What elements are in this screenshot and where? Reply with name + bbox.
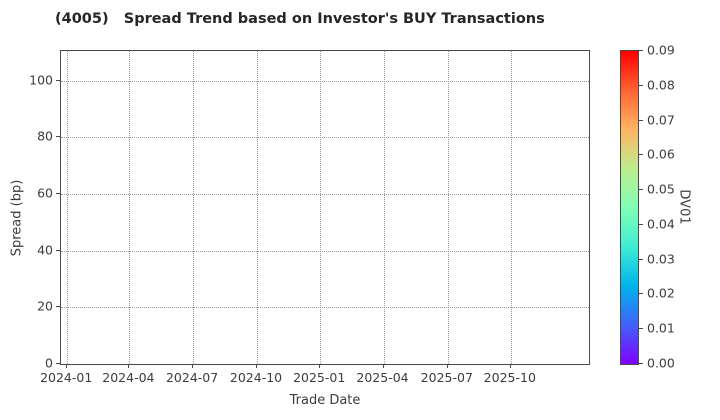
x-tick-mark	[382, 364, 384, 368]
x-gridline	[320, 51, 322, 364]
colorbar-tick-label: 0.02	[647, 285, 675, 301]
colorbar-tick-mark	[639, 119, 643, 121]
y-tick-mark	[56, 249, 60, 251]
y-tick-label: 20	[37, 298, 53, 314]
x-axis-label: Trade Date	[289, 393, 361, 408]
colorbar-tick-mark	[639, 189, 643, 191]
y-gridline	[61, 250, 589, 252]
chart-title: (4005) Spread Trend based on Investor's …	[55, 11, 545, 27]
y-tick-label: 80	[37, 128, 53, 144]
x-tick-label: 2025-04	[356, 370, 409, 385]
x-gridline	[447, 51, 449, 364]
plot-area	[60, 50, 590, 365]
x-gridline	[257, 51, 258, 364]
colorbar-tick-mark	[639, 84, 643, 86]
x-gridline	[67, 51, 69, 364]
x-tick-label: 2025-07	[420, 370, 473, 385]
colorbar-label: DV01	[676, 189, 692, 225]
colorbar-tick-label: 0.07	[647, 112, 675, 128]
colorbar-tick-mark	[639, 50, 643, 51]
x-tick-mark	[192, 364, 194, 368]
colorbar-tick-label: 0.06	[647, 146, 675, 162]
x-tick-mark	[256, 364, 257, 368]
x-tick-label: 2024-04	[102, 370, 155, 385]
y-tick-label: 0	[45, 355, 53, 371]
colorbar-gradient	[620, 50, 639, 365]
colorbar-tick-mark	[639, 154, 643, 156]
colorbar-tick-mark	[639, 223, 643, 225]
y-tick-label: 60	[37, 185, 53, 201]
y-tick-label: 100	[29, 72, 53, 88]
x-tick-label: 2025-10	[483, 370, 536, 385]
x-gridline	[510, 51, 512, 364]
x-tick-mark	[66, 364, 68, 368]
x-gridline	[129, 51, 131, 364]
y-tick-label: 40	[37, 242, 53, 258]
x-tick-label: 2024-07	[165, 370, 219, 385]
y-tick-mark	[56, 193, 60, 194]
y-gridline	[61, 194, 589, 195]
y-tick-mark	[56, 136, 60, 138]
x-tick-label: 2024-10	[229, 370, 283, 385]
colorbar-tick-mark	[639, 258, 643, 260]
colorbar-tick-label: 0.09	[647, 42, 675, 58]
colorbar-tick-label: 0.00	[647, 355, 675, 371]
x-gridline	[383, 51, 385, 364]
y-gridline	[61, 307, 589, 309]
y-tick-mark	[56, 79, 60, 81]
x-tick-label: 2025-01	[293, 370, 346, 385]
colorbar-tick-mark	[639, 328, 643, 330]
x-tick-mark	[128, 364, 130, 368]
colorbar-tick-label: 0.03	[647, 251, 675, 267]
y-gridline	[61, 137, 589, 139]
colorbar-tick-mark	[639, 363, 643, 364]
colorbar-tick-label: 0.08	[647, 77, 675, 93]
colorbar-tick-label: 0.01	[647, 320, 675, 336]
y-tick-mark	[56, 306, 60, 308]
x-tick-mark	[319, 364, 321, 368]
x-tick-mark	[509, 364, 511, 368]
x-tick-mark	[446, 364, 448, 368]
y-tick-mark	[56, 363, 60, 364]
colorbar-tick-mark	[639, 293, 643, 295]
colorbar-tick-label: 0.05	[647, 181, 675, 197]
colorbar-tick-label: 0.04	[647, 216, 675, 232]
y-gridline	[61, 80, 589, 82]
x-gridline	[193, 51, 195, 364]
x-tick-label: 2024-01	[40, 370, 93, 385]
